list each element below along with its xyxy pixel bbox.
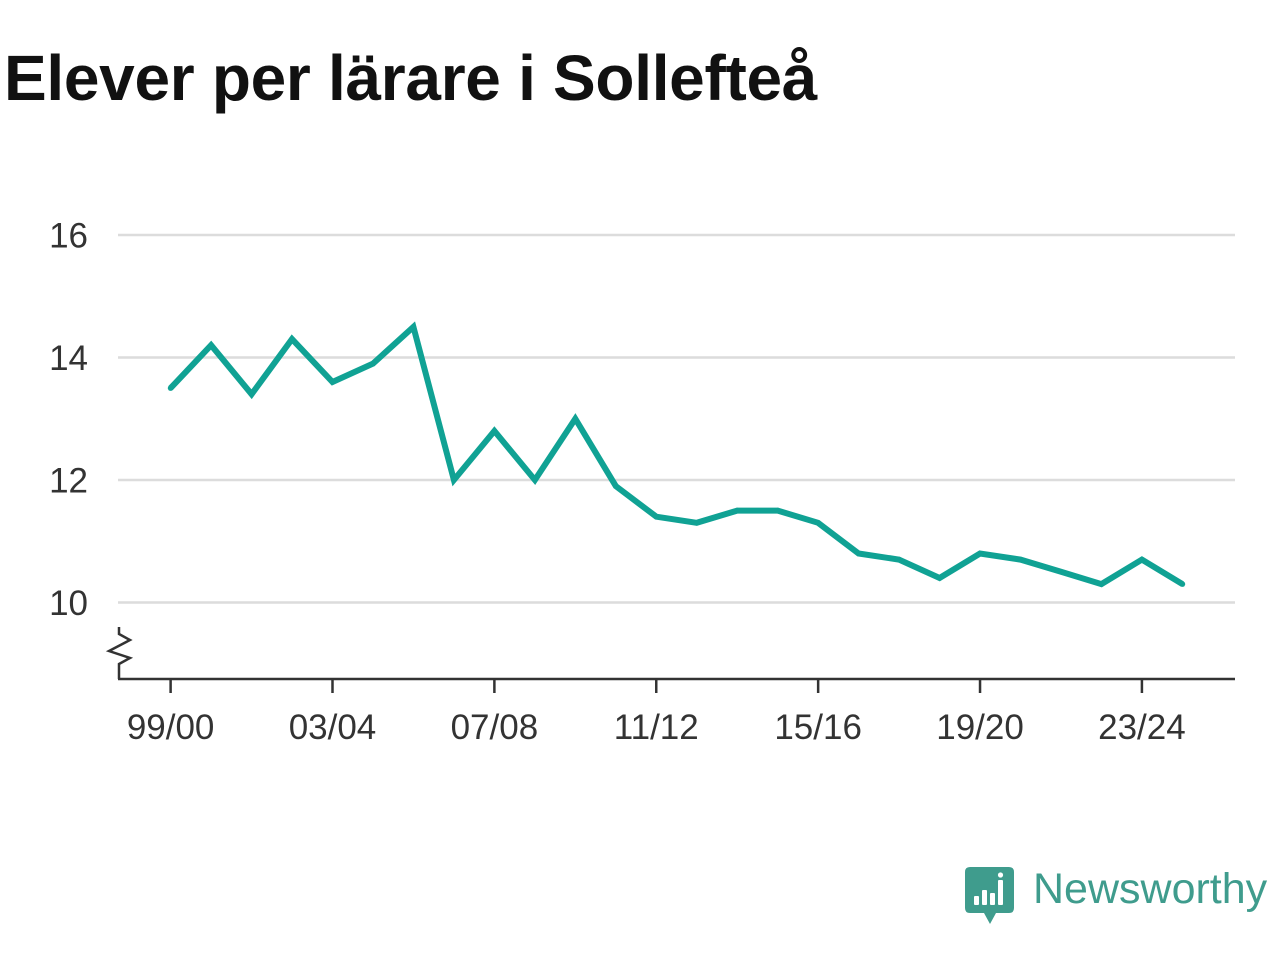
data-point [936,575,943,581]
data-point [167,385,174,391]
data-point [532,477,538,483]
x-tick-label: 03/04 [289,708,377,747]
data-point [572,415,579,422]
data-point [370,360,376,367]
data-point [977,550,983,557]
data-point [734,507,740,514]
brand-name: Newsworthy [1033,865,1268,913]
gridlines [118,233,1235,604]
data-point [1058,569,1064,575]
data-point [896,556,902,563]
chart-title: Elever per lärare i Sollefteå [4,42,818,114]
data-point [1179,581,1186,587]
data-point [329,379,336,385]
data-point [410,324,417,330]
data-point [289,336,295,342]
data-point [1017,556,1024,563]
data-point [693,520,700,526]
data-point [1139,556,1145,563]
newsworthy-logo-icon [965,867,1014,924]
line-chart: 10 12 14 16 99/00 03/04 07/08 11/12 15/16 19/20 2… [49,217,1235,747]
x-tick-label: 19/20 [936,708,1024,747]
x-tick-label: 15/16 [774,708,862,747]
data-point [653,513,660,520]
data-point [774,507,781,514]
y-tick-label: 12 [49,461,88,500]
x-tick-label: 23/24 [1098,708,1186,747]
y-tick-label: 10 [49,584,88,623]
brand-logo: Newsworthy [965,866,1270,930]
data-point [613,483,619,489]
y-axis: 10 12 14 16 [49,217,134,679]
x-tick-label: 99/00 [127,708,215,747]
y-tick-label: 14 [49,339,88,378]
data-point [491,428,498,434]
x-tick-label: 07/08 [451,708,539,747]
data-point [1098,581,1105,587]
data-point [208,342,214,349]
data-point [248,391,255,398]
x-axis: 99/00 03/04 07/08 11/12 15/16 19/20 23/24 [118,677,1235,747]
y-axis-break-icon [105,627,134,679]
x-tick-label: 11/12 [614,708,699,747]
data-point [451,477,457,483]
data-point [855,550,862,557]
y-tick-label: 16 [49,217,88,256]
data-point [815,520,821,526]
series [167,321,1186,588]
series-line [168,321,1184,588]
